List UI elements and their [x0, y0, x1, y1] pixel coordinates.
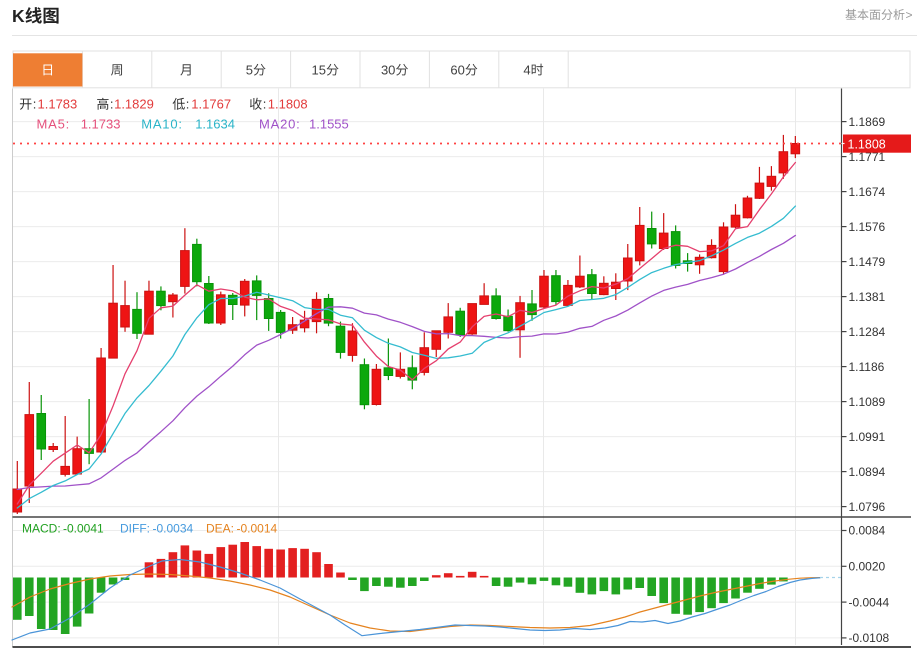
svg-text:-0.0041: -0.0041 [63, 522, 104, 536]
svg-text:1.1767: 1.1767 [191, 97, 231, 112]
svg-text:1.1284: 1.1284 [849, 325, 886, 339]
svg-text:1.1783: 1.1783 [38, 97, 78, 112]
svg-text:DEA:: DEA: [206, 522, 234, 536]
svg-text:-0.0108: -0.0108 [849, 631, 890, 645]
svg-text:1.1674: 1.1674 [849, 185, 886, 199]
svg-text:1.1479: 1.1479 [849, 255, 886, 269]
svg-text:1.1576: 1.1576 [849, 220, 886, 234]
svg-text:1.0796: 1.0796 [849, 500, 886, 514]
svg-text:1.1186: 1.1186 [849, 360, 885, 374]
svg-text:K: K [12, 6, 25, 26]
svg-text:1.1634: 1.1634 [195, 117, 235, 132]
svg-text:1.1089: 1.1089 [849, 395, 886, 409]
svg-text:1.1869: 1.1869 [849, 115, 886, 129]
svg-text:MACD:: MACD: [22, 522, 61, 536]
svg-text::: : [33, 97, 37, 112]
svg-text:1.1808: 1.1808 [268, 97, 308, 112]
svg-text:-0.0044: -0.0044 [849, 595, 890, 609]
svg-text:MA20:: MA20: [259, 117, 301, 132]
svg-text:DIFF:: DIFF: [120, 522, 150, 536]
svg-text:1.1555: 1.1555 [309, 117, 349, 132]
svg-text:15: 15 [312, 63, 326, 78]
svg-text::: : [186, 97, 190, 112]
svg-text:0.0084: 0.0084 [849, 524, 886, 538]
svg-text::: : [110, 97, 114, 112]
svg-text:1.1808: 1.1808 [848, 138, 886, 152]
svg-text:1.1771: 1.1771 [849, 150, 886, 164]
svg-text:5: 5 [246, 63, 253, 78]
svg-text:>: > [906, 8, 913, 22]
svg-text:-0.0034: -0.0034 [153, 522, 194, 536]
svg-text:4: 4 [523, 63, 530, 78]
svg-text:0.0020: 0.0020 [849, 560, 886, 574]
svg-text:1.1829: 1.1829 [114, 97, 154, 112]
svg-text:1.0991: 1.0991 [849, 430, 886, 444]
svg-text:60: 60 [450, 63, 464, 78]
svg-text:MA10:: MA10: [141, 117, 183, 132]
svg-text::: : [263, 97, 267, 112]
svg-text:30: 30 [381, 63, 395, 78]
svg-text:MA5:: MA5: [37, 117, 71, 132]
svg-text:1.1381: 1.1381 [849, 290, 886, 304]
svg-text:1.1733: 1.1733 [81, 117, 121, 132]
svg-text:1.0894: 1.0894 [849, 465, 886, 479]
svg-text:-0.0014: -0.0014 [237, 522, 278, 536]
